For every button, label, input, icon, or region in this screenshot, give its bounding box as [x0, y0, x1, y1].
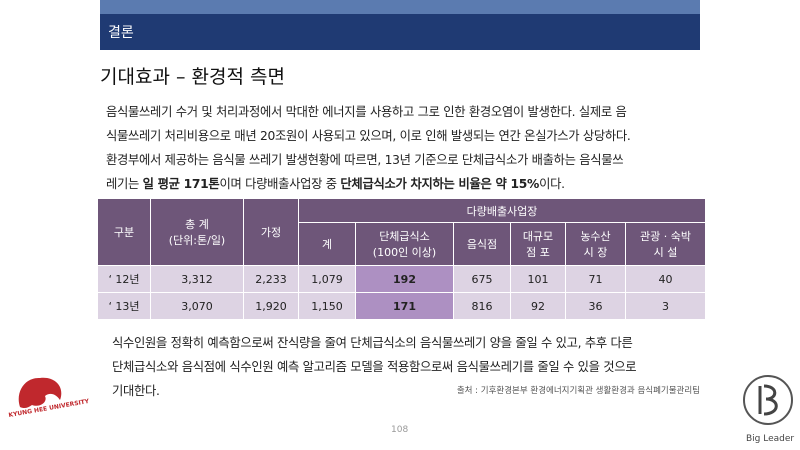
table-cell: 71	[565, 265, 626, 293]
waste-table: 구분 총 계 (단위:톤/일) 가정 다량배출사업장 계 단체급식소 (100인 이상) 음식…	[97, 198, 706, 320]
header-text: 점 포	[526, 246, 550, 259]
table-cell: 40	[625, 265, 706, 293]
table-cell: 101	[510, 265, 566, 293]
header-bar	[100, 14, 700, 50]
header-text: (단위:톤/일)	[168, 234, 226, 247]
text-run: 일 평균 171톤	[142, 177, 220, 191]
table-row: ‘ 12년 3,312 2,233 1,079 192 675 101 71 40	[97, 265, 706, 293]
table-cell: 1,079	[298, 265, 356, 293]
header-text: 총 계	[185, 218, 209, 231]
intro-line: 식물쓰레기 처리비용으로 매년 20조원이 사용되고 있으며, 이로 인해 발생…	[106, 124, 631, 148]
conclusion-line: 기대한다.	[112, 384, 160, 398]
header-text: 음식점	[466, 238, 498, 251]
conclusion-paragraph: 식수인원을 정확히 예측함으로써 잔식량을 줄여 단체급식소의 음식물쓰레기 양…	[112, 331, 637, 403]
table-cell: 92	[510, 292, 566, 320]
table-cell: 192	[355, 265, 454, 293]
header-cell: 구분	[97, 198, 151, 266]
text-run: 식물쓰레기 처리비용으로 매년 20조원이 사용되고 있으며, 이로 인해 발생…	[106, 129, 631, 143]
table-cell: ‘ 13년	[97, 292, 151, 320]
big-leader-logo	[743, 375, 793, 425]
header-text: 시 설	[653, 246, 678, 259]
page-number: 108	[391, 425, 409, 435]
header-text: (100인 이상)	[372, 246, 437, 259]
table-cell: 3,070	[150, 292, 244, 320]
lion-logo	[18, 377, 62, 409]
text-run: 환경부에서 제공하는 음식물 쓰레기 발생현황에 따르면, 13년 기준으로 단…	[106, 153, 624, 167]
header-cell: 단체급식소 (100인 이상)	[355, 222, 454, 266]
table-row: ‘ 13년 3,070 1,920 1,150 171 816 92 36 3	[97, 292, 706, 320]
text-run: 이다.	[539, 177, 565, 191]
header-cell: 계	[298, 222, 356, 266]
header-text: 가정	[260, 226, 282, 239]
header-label: 결론	[108, 25, 134, 41]
table-cell: 675	[453, 265, 511, 293]
table-cell: 3	[625, 292, 706, 320]
header-text: 대규모	[522, 230, 554, 243]
table-cell: 3,312	[150, 265, 244, 293]
header-text: 시 장	[583, 246, 608, 259]
text-run: 이며 다량배출사업장 중	[219, 177, 341, 191]
table-cell: 1,920	[243, 292, 299, 320]
big-leader-text: Big Leader	[746, 434, 795, 444]
header-text: 구분	[113, 226, 135, 239]
intro-line: 환경부에서 제공하는 음식물 쓰레기 발생현황에 따르면, 13년 기준으로 단…	[106, 148, 631, 172]
conclusion-line: 식수인원을 정확히 예측함으로써 잔식량을 줄여 단체급식소의 음식물쓰레기 양…	[112, 336, 633, 350]
source-note: 출처 : 기후환경본부 환경에너지기획관 생활환경과 음식폐기물관리팀	[456, 386, 700, 396]
header-cell: 총 계 (단위:톤/일)	[150, 198, 244, 266]
header-cell: 다량배출사업장	[298, 198, 706, 223]
table-cell: 36	[565, 292, 626, 320]
conclusion-line: 단체급식소와 음식점에 식수인원 예측 알고리즘 모델을 적용함으로써 음식물쓰…	[112, 360, 637, 374]
header-text: 계	[321, 238, 333, 251]
table-cell: 1,150	[298, 292, 356, 320]
header-text: 관광 · 숙박	[640, 230, 691, 243]
header-cell: 음식점	[453, 222, 511, 266]
table-cell: 2,233	[243, 265, 299, 293]
header-text: 농수산	[580, 230, 611, 243]
table-cell: 171	[355, 292, 454, 320]
table-cell: ‘ 12년	[97, 265, 151, 293]
text-run: 레기는	[106, 177, 143, 191]
header-text: 다량배출사업장	[466, 204, 538, 218]
intro-line: 음식물쓰레기 수거 및 처리과정에서 막대한 에너지를 사용하고 그로 인한 환…	[106, 100, 631, 124]
text-run: 음식물쓰레기 수거 및 처리과정에서 막대한 에너지를 사용하고 그로 인한 환…	[106, 105, 627, 119]
table-cell: 816	[453, 292, 511, 320]
intro-paragraph: 음식물쓰레기 수거 및 처리과정에서 막대한 에너지를 사용하고 그로 인한 환…	[106, 100, 631, 196]
intro-line: 레기는 일 평균 171톤이며 다량배출사업장 중 단체급식소가 차지하는 비율…	[106, 172, 631, 196]
header-text: 단체급식소	[379, 230, 430, 243]
header-bar-top	[100, 0, 700, 14]
slide-title: 기대효과 – 환경적 측면	[100, 66, 285, 88]
header-cell: 가정	[243, 198, 299, 266]
text-run: 단체급식소가 차지하는 비율은 약 15%	[340, 177, 540, 191]
